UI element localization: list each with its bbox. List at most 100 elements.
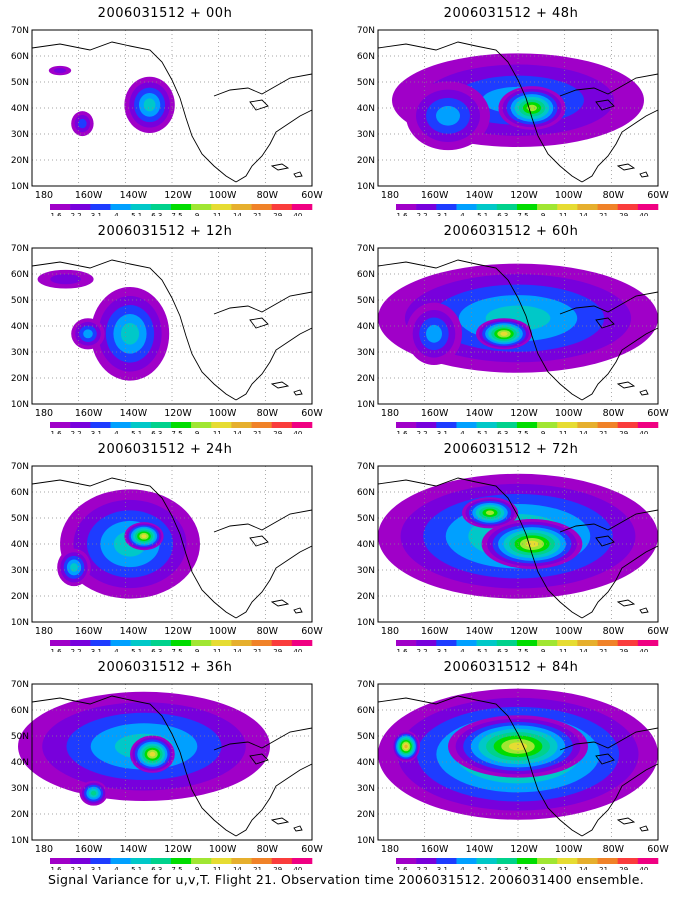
colorbar-swatch — [251, 640, 272, 646]
colorbar-swatch — [291, 858, 313, 864]
map-panel: 2006031512 + 36h 70N 60N 50N 40N 30N 20N 10N 180… — [0, 660, 330, 870]
lat-tick-label: 50N — [357, 732, 375, 742]
colorbar-label: 21 — [253, 212, 262, 216]
colorbar-swatch — [456, 640, 477, 646]
colorbar-label: 6.3 — [151, 430, 162, 434]
colorbar-label: 40 — [639, 430, 648, 434]
colorbar-label: 9 — [195, 866, 199, 870]
lat-tick-label: 60N — [11, 52, 29, 62]
colorbar-label: 40 — [639, 212, 648, 216]
colorbar-label: 3.1 — [91, 212, 102, 216]
colorbar-label: 14 — [579, 212, 588, 216]
colorbar-label: 21 — [253, 648, 262, 652]
coastlines — [377, 695, 659, 837]
colorbar-swatch — [537, 204, 558, 210]
colorbar-swatch — [496, 858, 518, 864]
lon-tick-label: 80W — [257, 190, 279, 201]
colorbar-swatch — [537, 858, 558, 864]
colorbar-label: 14 — [233, 430, 242, 434]
lat-tick-label: 40N — [11, 540, 29, 550]
colorbar-label: 5.1 — [477, 212, 488, 216]
colorbar-swatch — [396, 422, 417, 428]
colorbar-swatch — [231, 422, 252, 428]
colorbar-swatch — [170, 858, 192, 864]
colorbar-label: 14 — [233, 212, 242, 216]
lat-tick-label: 60N — [357, 488, 375, 498]
colorbar-label: 40 — [639, 866, 648, 870]
colorbar-swatch — [577, 858, 598, 864]
colorbar-swatch — [50, 422, 71, 428]
gridlines — [32, 684, 312, 840]
colorbar-label: 29 — [273, 866, 282, 870]
colorbar-swatch — [130, 422, 152, 428]
lon-tick-label: 140W — [466, 190, 494, 201]
lat-tick-label: 40N — [357, 758, 375, 768]
contour-level — [70, 563, 78, 572]
coastlines — [31, 259, 313, 401]
lat-tick-label: 20N — [11, 810, 29, 820]
lon-tick-label: 180 — [381, 190, 399, 201]
colorbar-label: 6.3 — [497, 648, 508, 652]
variance-field — [37, 269, 170, 381]
gridlines — [32, 30, 312, 186]
lon-tick-label: 120W — [164, 844, 192, 855]
colorbar-label: 29 — [619, 430, 628, 434]
colorbar-label: 11 — [213, 648, 222, 652]
map-plot: 70N 60N 50N 40N 30N 20N 10N 180 160W 140W 120W 100W… — [11, 680, 324, 870]
colorbar-swatch — [110, 204, 131, 210]
lon-tick-label: 180 — [35, 844, 53, 855]
colorbar-label: 7.5 — [517, 648, 528, 652]
lat-tick-label: 50N — [11, 514, 29, 524]
map-frame — [377, 29, 659, 187]
contour-level — [141, 534, 147, 539]
colorbar-label: 40 — [293, 866, 302, 870]
colorbar-swatch — [436, 640, 457, 646]
colorbar-swatch — [50, 858, 71, 864]
colorbar-swatch — [110, 640, 131, 646]
colorbar-label: 5.1 — [131, 866, 142, 870]
colorbar-swatch — [537, 422, 558, 428]
panel-title: 2006031512 + 72h — [443, 442, 579, 457]
colorbar-label: 21 — [599, 866, 608, 870]
colorbar-label: 11 — [213, 212, 222, 216]
lon-tick-label: 60W — [301, 408, 323, 419]
colorbar-swatch — [150, 858, 172, 864]
lat-tick-label: 30N — [357, 784, 375, 794]
variance-field — [378, 473, 658, 599]
coastlines — [31, 41, 313, 183]
colorbar-label: 40 — [293, 212, 302, 216]
colorbar-swatch — [617, 640, 639, 646]
map-panel: 2006031512 + 00h 70N 60N 50N 40N 30N 20N 10N 180… — [0, 6, 330, 216]
lon-tick-label: 180 — [35, 190, 53, 201]
lon-tick-label: 160W — [75, 190, 103, 201]
colorbar-swatch — [476, 858, 498, 864]
coastlines — [31, 695, 313, 837]
contour-level — [149, 751, 156, 757]
colorbar-swatch — [191, 422, 212, 428]
gridlines — [32, 248, 312, 404]
colorbar-label: 11 — [213, 866, 222, 870]
colorbar-swatch — [416, 204, 437, 210]
colorbar-swatch — [436, 858, 457, 864]
colorbar-label: 6.3 — [151, 648, 162, 652]
colorbar-swatch — [211, 858, 232, 864]
lat-tick-label: 10N — [357, 182, 375, 192]
colorbar-label: 9 — [541, 648, 545, 652]
colorbar-label: 21 — [253, 866, 262, 870]
colorbar-swatch — [211, 422, 232, 428]
colorbar-label: 14 — [579, 648, 588, 652]
colorbar-label: 3.1 — [91, 430, 102, 434]
colorbar-label: 1.6 — [396, 866, 408, 870]
colorbar-swatch — [211, 204, 232, 210]
lat-tick-label: 50N — [11, 732, 29, 742]
lon-tick-label: 60W — [647, 844, 669, 855]
colorbar-label: 14 — [233, 648, 242, 652]
lat-tick-label: 40N — [357, 540, 375, 550]
colorbar-label: 2.2 — [71, 648, 82, 652]
colorbar-swatch — [90, 640, 111, 646]
lon-tick-label: 160W — [75, 408, 103, 419]
lon-tick-label: 80W — [603, 844, 625, 855]
colorbar-label: 4 — [460, 648, 465, 652]
lon-tick-label: 80W — [603, 626, 625, 637]
colorbar-swatch — [271, 422, 293, 428]
